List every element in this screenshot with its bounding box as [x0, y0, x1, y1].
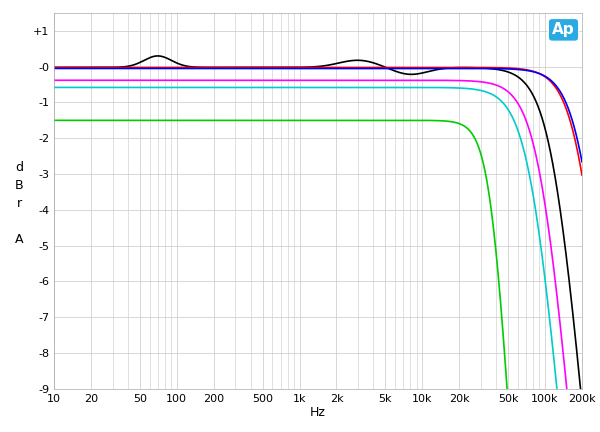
X-axis label: Hz: Hz: [310, 407, 326, 419]
Text: d
B
r

A: d B r A: [15, 161, 23, 245]
Text: Ap: Ap: [552, 22, 575, 38]
